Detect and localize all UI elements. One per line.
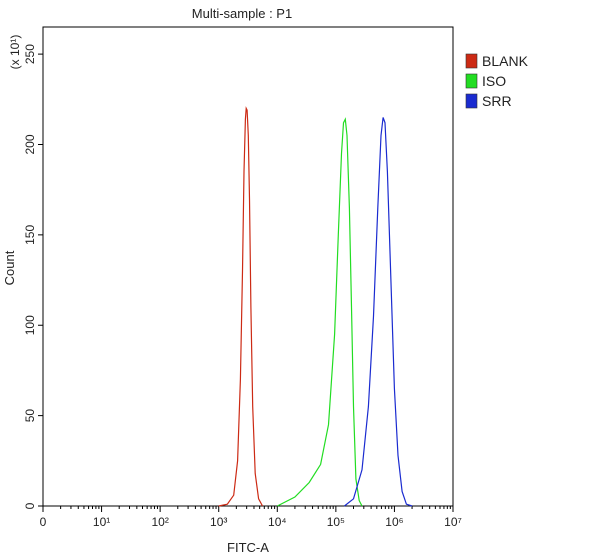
- legend-label-srr: SRR: [482, 93, 512, 109]
- histogram-series: [218, 106, 413, 507]
- y-axis-label: Count: [2, 250, 17, 285]
- y-tick-label-250: 250: [23, 44, 37, 64]
- x-tick-label: 10³: [210, 515, 227, 529]
- y-tick-label-200: 200: [23, 134, 37, 154]
- x-tick-label: 10²: [151, 515, 168, 529]
- y-tick-label-150: 150: [23, 225, 37, 245]
- series-srr-line: [344, 117, 413, 507]
- y-multiplier-label: (x 10¹): [8, 35, 22, 70]
- series-iso-line: [277, 117, 363, 507]
- legend-label-iso: ISO: [482, 73, 506, 89]
- plot-frame: [42, 26, 454, 507]
- y-tick-label-50: 50: [23, 409, 37, 423]
- legend-label-blank: BLANK: [482, 53, 529, 69]
- x-axis-label: FITC-A: [227, 540, 269, 555]
- x-tick-label: 10⁵: [327, 515, 345, 529]
- x-axis-ticks: 0 10¹ 10² 10³ 10⁴ 10⁵ 10⁶ 10⁷: [40, 506, 462, 529]
- legend-swatch-blank: [465, 53, 478, 69]
- x-tick-label: 10⁶: [385, 515, 403, 529]
- y-axis-ticks: 0 50 100 150 200 250: [23, 44, 43, 509]
- y-tick-label-100: 100: [23, 315, 37, 335]
- legend-swatch-srr: [465, 93, 478, 109]
- x-tick-label: 10⁴: [268, 515, 287, 529]
- x-tick-label: 10⁷: [444, 515, 462, 529]
- x-tick-label: 10¹: [93, 515, 110, 529]
- series-blank-line: [218, 106, 264, 507]
- x-tick-label: 0: [40, 515, 47, 529]
- legend-swatch-iso: [465, 73, 478, 89]
- chart-title: Multi-sample : P1: [192, 6, 292, 21]
- y-tick-label-0: 0: [23, 502, 37, 509]
- legend: BLANK ISO SRR: [465, 53, 529, 109]
